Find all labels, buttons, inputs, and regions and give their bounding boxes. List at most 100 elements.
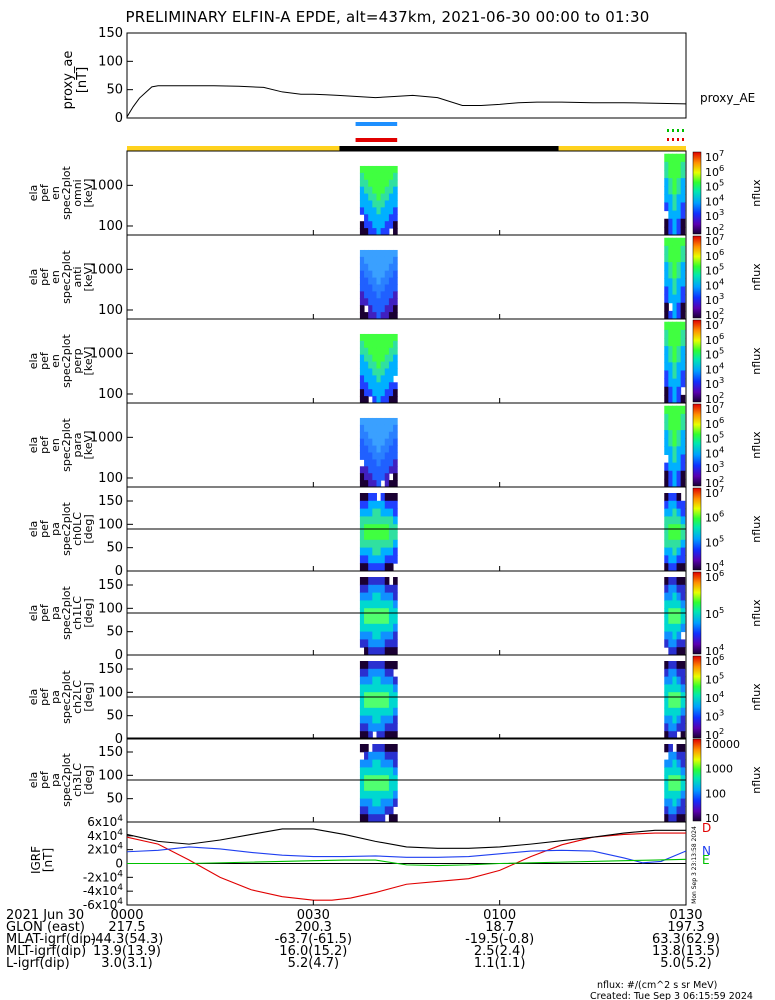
spectrogram-cell [672, 493, 678, 502]
spectrogram-cell [388, 806, 394, 815]
spectrogram-cell [664, 153, 669, 163]
spectrogram-cell [680, 454, 686, 464]
spectrogram-cell [393, 249, 398, 258]
spectrogram-cell [364, 775, 369, 784]
spectrogram-cell [372, 256, 377, 265]
spectrogram-cell [376, 200, 382, 208]
spectrogram-cell [359, 783, 365, 792]
spectrogram-cell [376, 639, 382, 648]
spectrogram-cell [680, 153, 686, 163]
spectrogram-cell [376, 389, 382, 397]
panel-ylabel: [keV] [82, 179, 95, 208]
spectrogram-cell [384, 263, 390, 272]
spectrogram-cell [676, 329, 682, 339]
xaxis-row-value: -63.7(-61.5) [275, 932, 352, 947]
spectrogram-cell [384, 340, 390, 349]
spectrogram-cell [368, 616, 373, 625]
spectrogram-cell [359, 165, 365, 174]
colorbar-tick-label: 105 [705, 262, 724, 278]
colorbar-tick-label: 106 [705, 331, 724, 347]
spectrogram-cell [359, 676, 365, 685]
spectrogram-cell [368, 186, 373, 195]
spectrogram-cell [368, 751, 373, 761]
spectrogram-cell [372, 291, 377, 299]
spectrogram-cell [380, 508, 386, 517]
xaxis-row-value: 5.2(4.7) [288, 956, 340, 971]
ytick-label: 100 [98, 517, 123, 532]
zone-tick-green [667, 129, 669, 132]
spectrogram-cell [376, 759, 382, 768]
spectrogram-cell [676, 532, 682, 541]
spectrogram-cell [672, 608, 678, 617]
spectrogram-cell [368, 270, 373, 279]
spectrogram-cell [676, 346, 682, 355]
spectrogram-cell [668, 592, 673, 601]
spectrogram-cell [676, 639, 682, 648]
igrf-ytick-label: 6x104 [87, 814, 123, 829]
spectrogram-cell [680, 413, 686, 423]
spectrogram-cell [368, 207, 373, 215]
spectrogram-cell [393, 186, 398, 195]
spectrogram-cell [380, 256, 386, 265]
panel-ylabel: ela [27, 772, 40, 789]
spectrogram-cell [388, 524, 394, 533]
spectrogram-cell [668, 421, 673, 431]
spectrogram-cell [672, 684, 678, 693]
spectrogram-cell [380, 291, 386, 299]
spectrogram-cell [676, 438, 682, 447]
panel-ylabel: spec2plot [60, 250, 73, 304]
igrf-ylabel: IGRF [29, 846, 43, 874]
spectrogram-cell [376, 577, 382, 586]
spectrogram-cell [388, 516, 394, 525]
spectrogram-cell [668, 394, 673, 404]
spectrogram-cell [676, 278, 682, 287]
spectrogram-cell [672, 286, 678, 296]
spectrogram-cell [672, 767, 678, 776]
spectrogram-cell [676, 707, 682, 717]
spectrogram-cell [359, 305, 365, 313]
spectrogram-cell [672, 783, 678, 792]
spectrogram-cell [359, 396, 365, 404]
spectrogram-cell [384, 600, 390, 609]
spectrogram-cell [664, 302, 669, 312]
spectrogram-cell [672, 362, 678, 371]
xaxis-row-value: 0030 [297, 908, 330, 923]
spectrogram-cell [680, 161, 686, 171]
plot-title: PRELIMINARY ELFIN-A EPDE, alt=437km, 202… [125, 8, 650, 26]
spectrogram-cell [676, 661, 682, 670]
spectrogram-cell [372, 424, 377, 433]
panel-ylabel: spec2plot [60, 753, 73, 807]
spectrogram-cell [680, 715, 686, 724]
spectrogram-cell [384, 798, 390, 807]
spectrogram-cell [676, 751, 682, 761]
igrf-N-line [126, 846, 687, 864]
spectrogram-cell [376, 424, 382, 433]
spectrogram-cell [664, 462, 669, 472]
spectrogram-cell [393, 744, 398, 753]
spectrogram-cell [676, 370, 682, 380]
igrf-Z-line [126, 828, 686, 849]
spectrogram-cell [368, 623, 373, 633]
spectrogram-cell [388, 700, 394, 709]
spectrogram-cell [668, 707, 673, 717]
colorbar-label: nflux [750, 179, 763, 207]
spectrogram-cell [376, 270, 382, 279]
spectrogram-cell [672, 759, 678, 768]
spectrogram-cell [376, 516, 382, 525]
spectrogram-cell [676, 700, 682, 709]
spectrogram-cell [364, 516, 369, 525]
spectrogram-cell [376, 676, 382, 685]
spectrogram-cell [668, 532, 673, 541]
panel-ylabel: spec2plot [60, 166, 73, 220]
spectrogram-cell [664, 723, 669, 732]
spectrogram-cell [388, 361, 394, 369]
spectrogram-cell [368, 508, 373, 517]
spectrogram-cell [664, 814, 669, 823]
spectrogram-cell [376, 731, 382, 740]
spectrogram-cell [676, 202, 682, 212]
colorbar-tick-label: 106 [705, 247, 724, 263]
spectrogram-cell [676, 676, 682, 685]
spectrogram-cell [368, 700, 373, 709]
spectrogram-cell [368, 516, 373, 525]
colorbar-label: nflux [750, 347, 763, 375]
